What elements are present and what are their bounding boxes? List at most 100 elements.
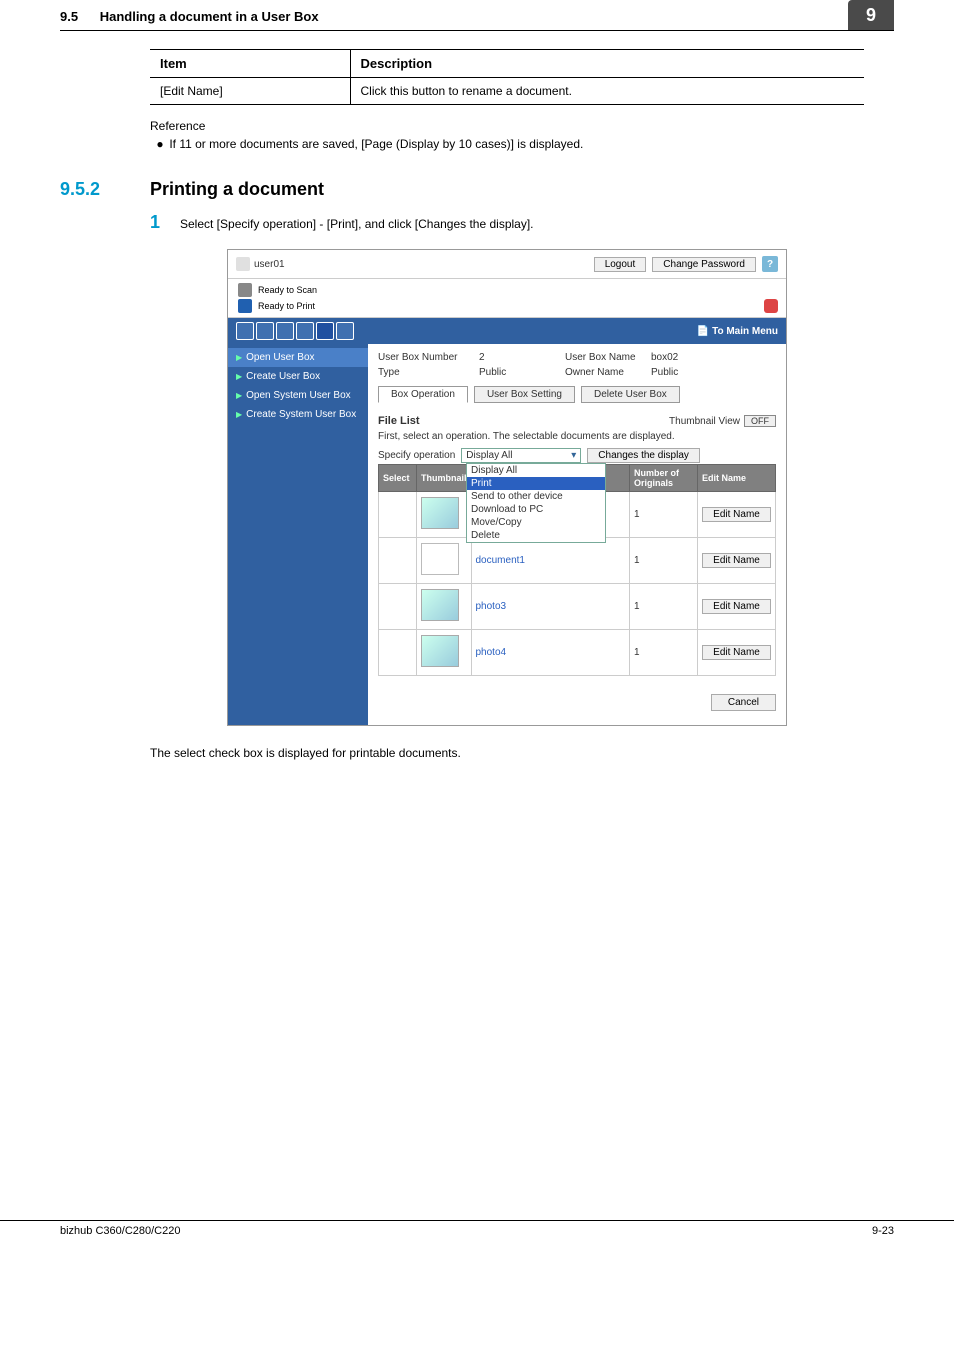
dropdown-option[interactable]: Download to PC	[467, 503, 605, 516]
doc-name-link[interactable]: photo3	[476, 601, 507, 612]
ubn-value: 2	[479, 352, 559, 363]
instruction-text: First, select an operation. The selectab…	[378, 431, 776, 442]
cell-description: Click this button to rename a document.	[350, 78, 864, 105]
reference-label: Reference	[150, 119, 864, 133]
thumbnail-image	[421, 497, 459, 529]
to-main-menu-link[interactable]: 📄 To Main Menu	[697, 326, 778, 337]
reference-bullet: ● If 11 or more documents are saved, [Pa…	[150, 137, 864, 151]
ubname-label: User Box Name	[565, 352, 645, 363]
toolbar-icon-box[interactable]	[316, 322, 334, 340]
originals-value: 1	[630, 538, 698, 584]
dropdown-option-print[interactable]: Print	[467, 477, 605, 490]
user-icon	[236, 257, 250, 271]
user-name: user01	[254, 259, 285, 270]
logout-button[interactable]: Logout	[594, 257, 647, 272]
section-number: 9.5	[60, 9, 78, 24]
refresh-icon[interactable]	[764, 299, 778, 313]
user-indicator: user01	[236, 257, 285, 271]
screenshot-topbar: user01 Logout Change Password ?	[228, 250, 786, 279]
file-row: document1 1 Edit Name	[379, 538, 776, 584]
subsection-heading: 9.5.2 Printing a document	[60, 179, 894, 200]
help-icon[interactable]: ?	[762, 256, 778, 272]
owner-label: Owner Name	[565, 367, 645, 378]
tab-user-box-setting[interactable]: User Box Setting	[474, 386, 575, 403]
doc-name-link[interactable]: document1	[476, 555, 525, 566]
toolbar-icon[interactable]	[296, 322, 314, 340]
specify-operation-row: Specify operation Display All▾ Changes t…	[378, 448, 776, 463]
page-header: 9.5 Handling a document in a User Box 9	[60, 0, 894, 31]
main-panel: User Box Number 2 User Box Name box02 Ty…	[368, 344, 786, 725]
originals-value: 1	[630, 630, 698, 676]
embedded-screenshot: user01 Logout Change Password ? Ready to…	[227, 249, 787, 726]
thumbnail-image	[421, 543, 459, 575]
dropdown-option[interactable]: Move/Copy	[467, 516, 605, 529]
scan-status-icon	[238, 283, 252, 297]
th-select: Select	[379, 465, 417, 492]
footer-right: 9-23	[872, 1225, 894, 1237]
toolbar-icon[interactable]	[236, 322, 254, 340]
table-row: [Edit Name] Click this button to rename …	[150, 78, 864, 105]
footer-left: bizhub C360/C280/C220	[60, 1225, 180, 1237]
after-screenshot-text: The select check box is displayed for pr…	[150, 746, 864, 760]
edit-name-button[interactable]: Edit Name	[702, 599, 771, 614]
doc-name-link[interactable]: photo4	[476, 647, 507, 658]
dropdown-options-open: Display All Print Send to other device D…	[466, 463, 606, 543]
status-area: Ready to Scan Ready to Print	[228, 279, 786, 318]
main-toolbar: 📄 To Main Menu	[228, 318, 786, 344]
cancel-button[interactable]: Cancel	[711, 694, 776, 711]
thumbnail-view-label: Thumbnail View	[669, 416, 740, 427]
edit-name-button[interactable]: Edit Name	[702, 553, 771, 568]
ready-print-label: Ready to Print	[258, 301, 315, 311]
item-description-table: Item Description [Edit Name] Click this …	[150, 49, 864, 105]
cell-item: [Edit Name]	[150, 78, 350, 105]
originals-value: 1	[630, 492, 698, 538]
sidebar: ▶Open User Box ▶Create User Box ▶Open Sy…	[228, 344, 368, 725]
th-description: Description	[350, 50, 864, 78]
box-info-grid: User Box Number 2 User Box Name box02 Ty…	[378, 352, 776, 378]
sidebar-item-open-user-box[interactable]: ▶Open User Box	[228, 348, 368, 367]
sidebar-item-open-system-user-box[interactable]: ▶Open System User Box	[228, 386, 368, 405]
tab-box-operation[interactable]: Box Operation	[378, 386, 468, 403]
owner-value: Public	[651, 367, 776, 378]
th-edit-name: Edit Name	[698, 465, 776, 492]
chapter-badge: 9	[848, 0, 894, 30]
dropdown-option[interactable]: Display All	[467, 464, 605, 477]
thumbnail-image	[421, 589, 459, 621]
ubn-label: User Box Number	[378, 352, 473, 363]
step-1: 1 Select [Specify operation] - [Print], …	[150, 212, 864, 233]
toolbar-icon[interactable]	[256, 322, 274, 340]
subsection-number: 9.5.2	[60, 179, 150, 200]
dropdown-option[interactable]: Delete	[467, 529, 605, 542]
th-item: Item	[150, 50, 350, 78]
th-originals: Number of Originals	[630, 465, 698, 492]
dropdown-option[interactable]: Send to other device	[467, 490, 605, 503]
reference-text: If 11 or more documents are saved, [Page…	[169, 137, 583, 151]
page-footer: bizhub C360/C280/C220 9-23	[0, 1220, 954, 1237]
file-row: photo4 1 Edit Name	[379, 630, 776, 676]
ready-scan-label: Ready to Scan	[258, 285, 317, 295]
toolbar-icon[interactable]	[276, 322, 294, 340]
subsection-title: Printing a document	[150, 179, 324, 200]
thumbnail-off-button[interactable]: OFF	[744, 415, 776, 427]
print-status-icon	[238, 299, 252, 313]
file-list-label: File List	[378, 415, 420, 427]
changes-display-button[interactable]: Changes the display	[587, 448, 700, 463]
toolbar-icon[interactable]	[336, 322, 354, 340]
tab-delete-user-box[interactable]: Delete User Box	[581, 386, 680, 403]
ubname-value: box02	[651, 352, 776, 363]
sidebar-item-create-system-user-box[interactable]: ▶Create System User Box	[228, 405, 368, 424]
originals-value: 1	[630, 584, 698, 630]
specify-operation-label: Specify operation	[378, 450, 455, 461]
file-list-header: File List Thumbnail View OFF	[378, 415, 776, 427]
sidebar-item-create-user-box[interactable]: ▶Create User Box	[228, 367, 368, 386]
file-row: photo3 1 Edit Name	[379, 584, 776, 630]
specify-operation-dropdown[interactable]: Display All▾	[461, 448, 581, 463]
change-password-button[interactable]: Change Password	[652, 257, 756, 272]
type-value: Public	[479, 367, 559, 378]
thumbnail-image	[421, 635, 459, 667]
section-title-text: Handling a document in a User Box	[100, 9, 319, 24]
edit-name-button[interactable]: Edit Name	[702, 645, 771, 660]
edit-name-button[interactable]: Edit Name	[702, 507, 771, 522]
type-label: Type	[378, 367, 473, 378]
th-thumbnail: Thumbnail	[417, 465, 472, 492]
